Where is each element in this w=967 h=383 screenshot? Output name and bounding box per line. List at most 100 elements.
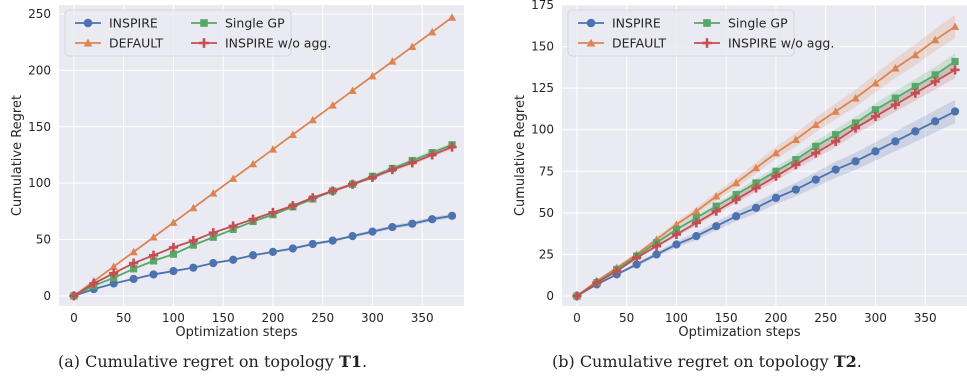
data-point [348,232,357,241]
x-tick-label: 0 [70,311,78,325]
data-point [328,236,337,245]
data-point [268,145,278,153]
data-point [691,218,701,228]
data-point [911,82,919,91]
data-point [672,225,681,234]
data-point [771,193,781,203]
data-point [189,263,198,272]
x-axis-label: Optimization steps [678,325,800,340]
data-point [228,221,238,231]
data-point [870,111,881,122]
data-point [950,65,960,75]
x-tick-label: 100 [665,311,688,325]
legend-box [64,9,292,57]
data-point [652,250,661,259]
data-point [209,259,218,268]
data-point [447,13,457,21]
x-tick-label: 250 [814,311,837,325]
legend-box [567,9,795,57]
data-point [791,160,801,170]
legend-label: INSPIRE w/o agg. [225,36,331,51]
data-point [732,212,741,221]
data-point [672,240,681,249]
data-point [427,150,437,160]
data-point [812,142,820,150]
legend-label: INSPIRE [109,16,158,31]
data-point [208,228,218,238]
data-point [148,250,159,260]
data-point [951,57,959,66]
y-tick-label: 50 [36,232,51,246]
data-point [572,291,582,301]
data-point [851,157,860,166]
y-tick-label: 75 [539,164,554,178]
data-point [732,178,741,187]
data-point [130,265,138,273]
y-tick-label: 50 [539,206,554,220]
series-line [576,69,956,297]
x-tick-label: 50 [619,311,634,325]
legend-marker [586,38,596,47]
series-line [73,146,453,297]
chart-panel-0: 0 50 100 150 200 250 300 350 0 50 100 150 200 250 Opti… [10,5,464,340]
data-point [712,222,721,231]
x-tick-label: 350 [411,311,434,325]
data-point [428,215,437,224]
data-point [851,119,860,127]
x-tick-label: 0 [573,311,581,325]
legend-marker [83,18,93,28]
data-point [890,100,900,110]
data-point [169,218,178,226]
legend-marker [703,19,711,27]
data-point [851,93,860,102]
y-tick-label: 100 [531,123,554,137]
data-point [791,135,800,144]
chart-panel-1: 0 50 100 150 200 250 300 350 0 25 50 75 100 125 150 175… [513,0,967,340]
data-point [109,268,119,278]
legend-marker [199,38,209,48]
x-tick-label: 300 [361,311,384,325]
data-point [328,101,337,109]
data-point [189,203,198,212]
x-tick-label: 200 [764,311,787,325]
data-point [910,88,920,98]
data-point [751,203,761,212]
data-point [891,137,900,146]
x-tick-label: 300 [864,311,887,325]
data-point [692,214,700,222]
series-default [69,13,457,300]
data-point [308,193,318,203]
data-point [69,291,79,301]
data-point [931,35,940,44]
data-point [831,165,840,174]
data-point [692,232,701,241]
y-tick-label: 0 [546,289,554,303]
data-point [911,50,920,59]
data-point [308,239,317,249]
series-inspire-w-o-agg- [572,65,960,301]
data-point [811,148,821,158]
caption-b: (b) Cumulative regret on topology T2. [552,352,862,371]
data-point [388,57,397,65]
data-point [671,229,682,240]
data-point [169,250,178,258]
data-point [931,71,939,79]
data-point [871,147,880,156]
data-point [811,120,820,129]
data-point [447,142,457,152]
data-point [592,278,602,288]
data-point [408,42,417,51]
data-point [772,167,780,175]
data-point [248,214,258,224]
data-point [229,255,238,264]
data-point [229,174,238,182]
data-point [129,274,138,284]
data-point [712,202,720,210]
data-point [408,219,417,228]
data-point [129,258,139,268]
data-point [871,106,880,114]
legend-marker [83,38,93,47]
data-point [651,241,662,251]
data-point [367,172,378,183]
